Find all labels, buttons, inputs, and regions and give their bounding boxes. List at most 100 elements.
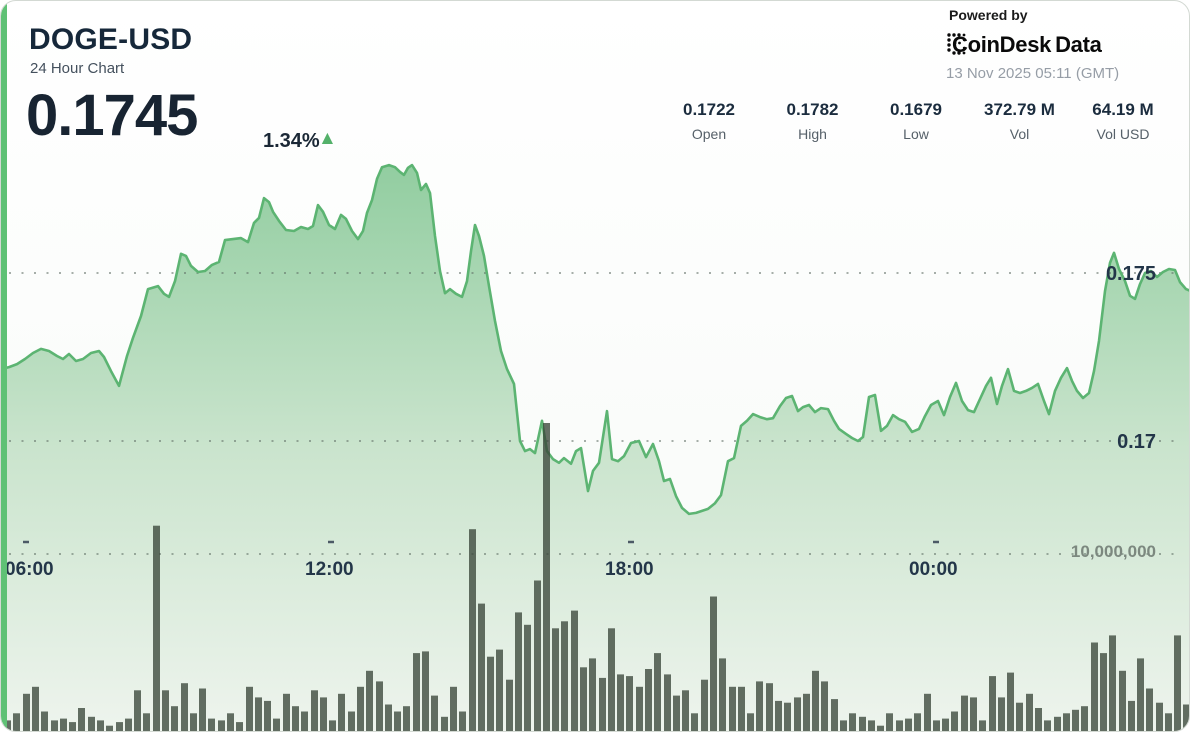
volume-bar [756,681,763,731]
volume-bar [524,624,531,731]
page-title: DOGE-USD [29,23,193,56]
volume-bar [385,704,392,731]
volume-bar [236,722,243,731]
stats-row: 0.1722 Open 0.1782 High 0.1679 Low 372.7… [661,100,1171,142]
volume-bar [13,713,20,731]
volume-bar [23,693,30,731]
powered-by-label: Powered by [949,7,1028,23]
volume-bar [1007,672,1014,731]
stat-low-label: Low [903,126,929,142]
volume-bar [199,688,206,731]
volume-bar [942,718,949,731]
volume-bar [914,713,921,731]
volume-bar [933,720,940,731]
volume-bar [1054,716,1061,731]
volume-bar [403,706,410,731]
volume-bar [301,711,308,731]
volume-bar [924,693,931,731]
volume-bar [1026,693,1033,731]
volume-bar [589,658,596,731]
stat-vol-value: 372.79 M [984,100,1055,119]
volume-bar [766,683,773,731]
volume-bar [821,681,828,731]
volume-bar [348,711,355,731]
volume-bar [1100,653,1107,731]
volume-bar [599,677,606,731]
stat-low: 0.1679 Low [868,100,964,142]
coindesk-logo[interactable]: CoinDesk Data [946,32,1102,58]
timestamp: 13 Nov 2025 05:11 (GMT) [946,65,1120,82]
volume-bar [1109,635,1116,731]
volume-bar [738,686,745,731]
volume-bar [469,529,476,731]
volume-bar [534,580,541,731]
stat-high: 0.1782 High [765,100,861,142]
stat-vol-usd-label: Vol USD [1096,126,1150,142]
volume-bar [255,697,262,731]
volume-bar [106,725,113,731]
x-axis-label-0000: 00:00 [909,559,958,580]
volume-bar [849,713,856,731]
volume-bar [227,713,234,731]
y-axis-label-017: 0.17 [1117,431,1156,453]
stat-vol-usd: 64.19 M Vol USD [1075,100,1171,142]
volume-bar [487,656,494,731]
x-axis-label-0600: 06:00 [5,559,54,580]
volume-bar [264,700,271,731]
left-accent-stripe [1,1,7,731]
volume-bar [608,628,615,731]
volume-bar [97,720,104,731]
y-axis-label-0175: 0.175 [1105,263,1156,285]
volume-bar [729,686,736,731]
volume-bar [69,722,76,731]
volume-bar [171,706,178,731]
stat-open-label: Open [691,126,727,142]
volume-bar [496,649,503,731]
volume-bar [422,651,429,731]
volume-bar [673,695,680,731]
volume-bar [664,674,671,731]
volume-bar [552,628,559,731]
volume-bar [208,718,215,731]
volume-bar [1183,704,1189,731]
volume-bar [654,653,661,731]
volume-bar [459,711,466,731]
current-price: 0.1745 [26,83,198,148]
x-axis-label-1200: 12:00 [305,559,354,580]
volume-bar [376,681,383,731]
volume-bar [617,674,624,731]
volume-bar [682,690,689,731]
volume-bar [78,708,85,731]
stat-high-label: High [798,126,827,142]
volume-bar [645,669,652,731]
volume-bar [311,690,318,731]
stat-open: 0.1722 Open [661,100,757,142]
volume-bar [877,725,884,731]
volume-bar [143,713,150,731]
volume-bar [803,693,810,731]
volume-bar [283,693,290,731]
coindesk-brand-text: CoinDesk Data [952,32,1102,57]
volume-bar [1174,635,1181,731]
volume-bar [450,686,457,731]
volume-bar [366,670,373,731]
stat-open-value: 0.1722 [683,100,735,119]
volume-bar [747,713,754,731]
volume-bar [561,621,568,731]
volume-bar [218,720,225,731]
volume-bar [329,720,336,731]
volume-bar [951,711,958,731]
volume-bar [441,716,448,731]
stat-vol-usd-value: 64.19 M [1092,100,1154,119]
volume-bar [1146,688,1153,731]
volume-bar [1081,706,1088,731]
volume-bar [580,667,587,731]
stat-high-value: 0.1782 [786,100,839,119]
volume-bar [831,699,838,731]
volume-bar [1165,713,1172,731]
volume-bar [543,423,550,731]
volume-bar [840,720,847,731]
volume-bar [394,711,401,731]
